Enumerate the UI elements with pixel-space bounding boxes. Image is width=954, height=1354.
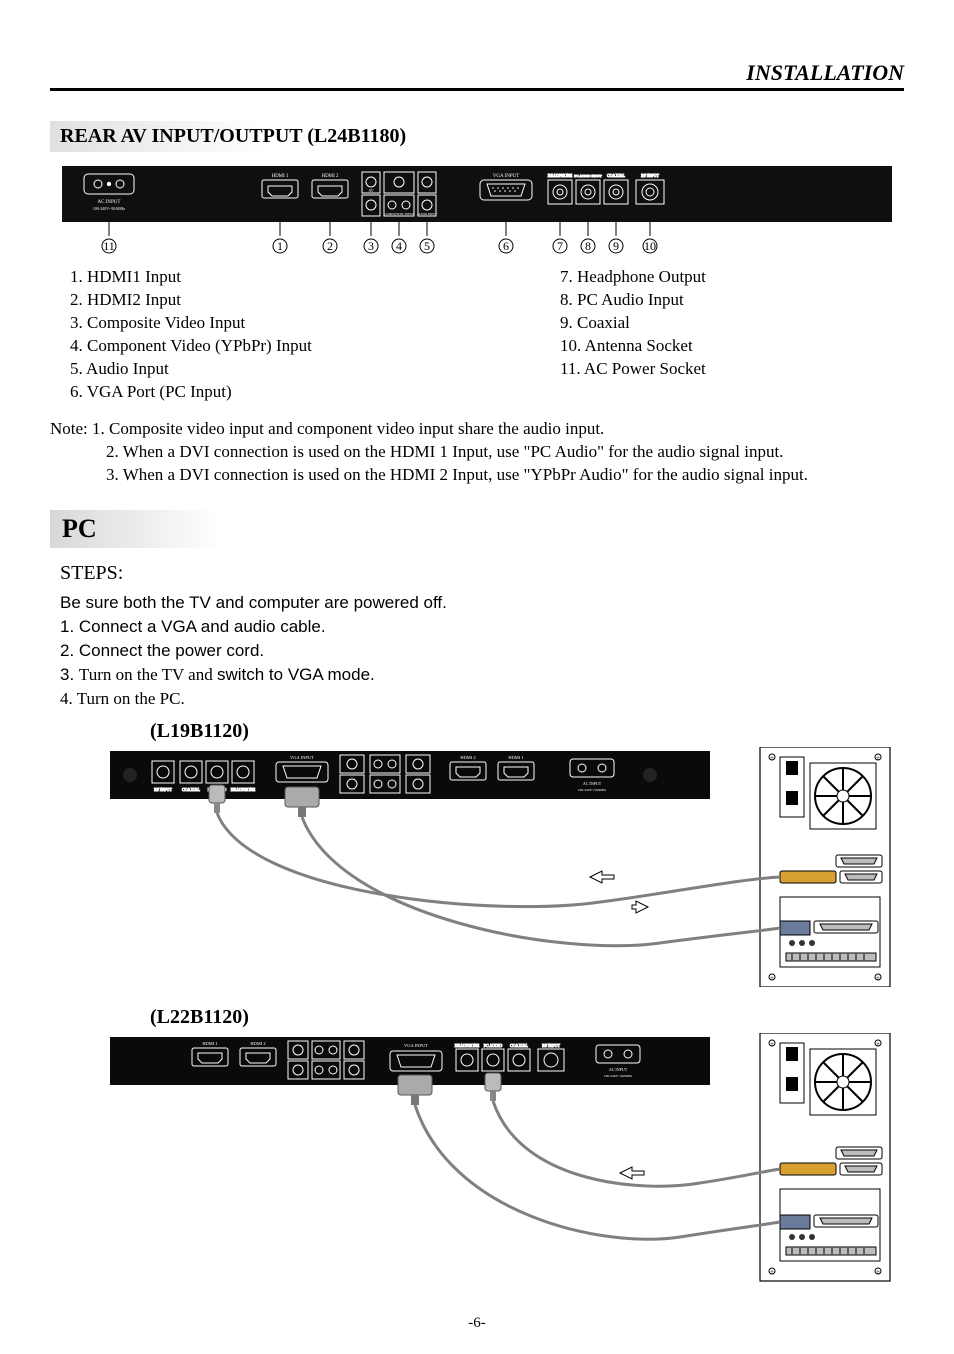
connection-diagram-b: HDMI 1 HDMI 2 VGA INPUT HEADPHONE PC AUD… <box>80 1033 874 1288</box>
steps-heading: STEPS: <box>60 562 894 585</box>
svg-text:5: 5 <box>424 239 430 253</box>
step-line: 1. Connect a VGA and audio cable. <box>60 615 894 639</box>
connection-diagram-a: RF INPUT COAXIAL PC AUDIO HEADPHONE VGA … <box>80 747 874 992</box>
svg-text:HEADPHONE: HEADPHONE <box>455 1043 480 1048</box>
svg-text:AC INPUT: AC INPUT <box>583 781 602 786</box>
svg-text:+: + <box>876 754 880 762</box>
port-item: 10. Antenna Socket <box>560 335 884 358</box>
svg-text:COAXIAL: COAXIAL <box>510 1043 529 1048</box>
svg-text:HEADPHONE: HEADPHONE <box>231 787 256 792</box>
svg-text:RF INPUT: RF INPUT <box>154 787 172 792</box>
svg-text:HDMI 2: HDMI 2 <box>250 1041 265 1046</box>
svg-text:HDMI 1: HDMI 1 <box>271 174 289 179</box>
svg-text:VGA INPUT: VGA INPUT <box>404 1043 428 1048</box>
svg-text:HDMI 2: HDMI 2 <box>460 755 475 760</box>
step-line: 2. Connect the power cord. <box>60 639 894 663</box>
page-number: -6- <box>0 1315 954 1332</box>
port-item: 1. HDMI1 Input <box>70 266 560 289</box>
svg-text:HDMI 1: HDMI 1 <box>508 755 523 760</box>
port-item: 7. Headphone Output <box>560 266 884 289</box>
svg-text:COMPONENT INPUT: COMPONENT INPUT <box>384 212 414 216</box>
port-list: 1. HDMI1 Input 2. HDMI2 Input 3. Composi… <box>70 266 884 404</box>
note-line: Note: 1. Composite video input and compo… <box>50 418 904 441</box>
port-item: 3. Composite Video Input <box>70 312 560 335</box>
svg-text:+: + <box>770 1040 774 1048</box>
svg-text:AC INPUT: AC INPUT <box>609 1067 628 1072</box>
step-line: 3. Turn on the TV and switch to VGA mode… <box>60 663 894 687</box>
rear-av-section-title: REAR AV INPUT/OUTPUT (L24B1180) <box>50 121 904 152</box>
svg-text:HDMI 1: HDMI 1 <box>202 1041 217 1046</box>
svg-text:PC AUDIO: PC AUDIO <box>484 1043 503 1048</box>
svg-text:HDMI 2: HDMI 2 <box>321 174 339 179</box>
port-item: 4. Component Video (YPbPr) Input <box>70 335 560 358</box>
svg-text:+: + <box>876 1268 880 1276</box>
svg-text:COAXIAL: COAXIAL <box>607 173 626 178</box>
step-line: 4. Turn on the PC. <box>60 687 894 711</box>
model-label-a: (L19B1120) <box>150 720 904 743</box>
port-item: 9. Coaxial <box>560 312 884 335</box>
svg-text:PC AUDIO INPUT: PC AUDIO INPUT <box>574 174 602 178</box>
svg-text:2: 2 <box>327 239 333 253</box>
svg-text:+: + <box>770 1268 774 1276</box>
port-item: 8. PC Audio Input <box>560 289 884 312</box>
svg-text:+: + <box>876 1040 880 1048</box>
note-line: 2. When a DVI connection is used on the … <box>50 441 904 464</box>
model-label-b: (L22B1120) <box>150 1006 904 1029</box>
port-item: 6. VGA Port (PC Input) <box>70 381 560 404</box>
svg-text:+: + <box>770 754 774 762</box>
svg-text:RF INPUT: RF INPUT <box>641 173 659 178</box>
svg-text:6: 6 <box>503 239 509 253</box>
svg-text:11: 11 <box>103 239 115 253</box>
svg-text:100-240V~50/60Hz: 100-240V~50/60Hz <box>578 788 607 792</box>
note-line: 3. When a DVI connection is used on the … <box>50 464 904 487</box>
pc-section-title: PC <box>50 510 904 548</box>
svg-text:9: 9 <box>613 239 619 253</box>
page-header-title: INSTALLATION <box>50 60 904 91</box>
svg-text:RF INPUT: RF INPUT <box>542 1043 560 1048</box>
port-item: 11. AC Power Socket <box>560 358 884 381</box>
svg-text:100-240V~50/60Hz: 100-240V~50/60Hz <box>604 1074 633 1078</box>
svg-text:VGA INPUT: VGA INPUT <box>493 174 520 179</box>
svg-text:AC INPUT: AC INPUT <box>98 200 121 205</box>
svg-text:+: + <box>876 974 880 982</box>
svg-text:+: + <box>770 974 774 982</box>
notes-block: Note: 1. Composite video input and compo… <box>50 418 904 487</box>
port-item: 5. Audio Input <box>70 358 560 381</box>
svg-text:HEADPHONE: HEADPHONE <box>548 173 573 178</box>
step-line: Be sure both the TV and computer are pow… <box>60 591 894 615</box>
svg-text:3: 3 <box>368 239 374 253</box>
svg-text:AV: AV <box>368 188 373 193</box>
port-item: 2. HDMI2 Input <box>70 289 560 312</box>
svg-text:100-240V~50/60Hz: 100-240V~50/60Hz <box>93 206 125 211</box>
svg-text:VGA INPUT: VGA INPUT <box>290 755 314 760</box>
svg-text:1: 1 <box>277 239 283 253</box>
svg-text:4: 4 <box>396 239 402 253</box>
svg-text:7: 7 <box>557 239 563 253</box>
svg-text:8: 8 <box>585 239 591 253</box>
rear-panel-diagram: AC INPUT 100-240V~50/60Hz HDMI 1 HDMI 2 … <box>62 166 892 256</box>
svg-text:COAXIAL: COAXIAL <box>182 787 201 792</box>
svg-text:10: 10 <box>644 239 656 253</box>
steps-list: Be sure both the TV and computer are pow… <box>60 591 894 710</box>
svg-text:AUDIO INPUT: AUDIO INPUT <box>417 212 438 216</box>
